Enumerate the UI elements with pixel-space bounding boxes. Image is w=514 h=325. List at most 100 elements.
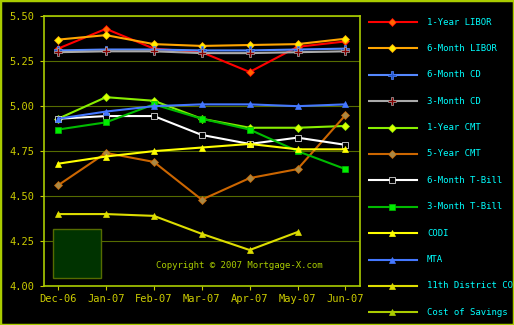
1-Year LIBOR [151, 47, 157, 51]
1-Year CMT [103, 95, 109, 99]
5-Year CMT [103, 151, 109, 155]
6-Month CD [55, 48, 61, 52]
6-Month CD [247, 48, 253, 52]
6-Month T-Bill [247, 142, 253, 146]
Line: 5-Year CMT: 5-Year CMT [56, 112, 348, 202]
11th District COFI [151, 214, 157, 218]
5-Year CMT [295, 167, 301, 171]
3-Month CD [198, 51, 205, 55]
6-Month CD [151, 47, 157, 51]
1-Year CMT [198, 117, 205, 121]
1-Year CMT [295, 126, 301, 130]
Line: MTA: MTA [54, 101, 349, 122]
CODI [295, 147, 301, 151]
Line: 6-Month CD: 6-Month CD [54, 45, 350, 55]
1-Year CMT [151, 99, 157, 103]
3-Month CD [295, 50, 301, 54]
11th District COFI [295, 230, 301, 234]
6-Month CD [342, 47, 348, 51]
1-Year LIBOR [103, 27, 109, 31]
11th District COFI [198, 232, 205, 236]
Text: Cost of Savings Index: Cost of Savings Index [427, 308, 514, 317]
MTA [342, 102, 348, 106]
Text: 3-Month T-Bill: 3-Month T-Bill [427, 202, 502, 211]
Text: 1-Year CMT: 1-Year CMT [427, 123, 481, 132]
Text: 5-Year CMT: 5-Year CMT [427, 150, 481, 159]
3-Month T-Bill [55, 128, 61, 132]
CODI [247, 142, 253, 146]
CODI [103, 155, 109, 159]
CODI [198, 146, 205, 150]
3-Month CD [342, 49, 348, 53]
Line: 6-Month T-Bill: 6-Month T-Bill [56, 113, 348, 148]
1-Year CMT [55, 117, 61, 121]
MTA [103, 110, 109, 113]
1-Year CMT [342, 124, 348, 128]
3-Month T-Bill [342, 167, 348, 171]
3-Month T-Bill [103, 120, 109, 124]
6-Month T-Bill [55, 117, 61, 121]
Text: 6-Month T-Bill: 6-Month T-Bill [427, 176, 502, 185]
5-Year CMT [151, 160, 157, 164]
Text: Copyright © 2007 Mortgage-X.com: Copyright © 2007 Mortgage-X.com [156, 261, 323, 270]
6-Month CD [295, 47, 301, 51]
Line: 6-Month LIBOR: 6-Month LIBOR [56, 32, 348, 49]
1-Year LIBOR [295, 45, 301, 49]
3-Month T-Bill [295, 149, 301, 153]
6-Month LIBOR [247, 43, 253, 47]
3-Month CD [247, 51, 253, 55]
1-Year LIBOR [247, 70, 253, 74]
CODI [55, 162, 61, 166]
6-Month T-Bill [151, 114, 157, 118]
6-Month T-Bill [295, 136, 301, 139]
11th District COFI [55, 212, 61, 216]
MTA [55, 117, 61, 121]
MTA [198, 102, 205, 106]
6-Month LIBOR [55, 38, 61, 42]
3-Month T-Bill [151, 102, 157, 106]
6-Month T-Bill [198, 133, 205, 137]
6-Month LIBOR [103, 33, 109, 37]
Line: CODI: CODI [54, 140, 349, 167]
6-Month CD [103, 47, 109, 51]
Line: 1-Year CMT: 1-Year CMT [56, 94, 348, 131]
6-Month T-Bill [342, 143, 348, 147]
1-Year CMT [247, 126, 253, 130]
6-Month LIBOR [295, 42, 301, 46]
Text: 6-Month LIBOR: 6-Month LIBOR [427, 44, 497, 53]
1-Year LIBOR [198, 50, 205, 54]
5-Year CMT [342, 113, 348, 117]
CODI [342, 147, 348, 151]
Text: 11th District COFI: 11th District COFI [427, 281, 514, 290]
6-Month LIBOR [198, 44, 205, 48]
3-Month T-Bill [247, 128, 253, 132]
1-Year LIBOR [342, 39, 348, 43]
1-Year LIBOR [55, 47, 61, 51]
Text: 1-Year LIBOR: 1-Year LIBOR [427, 18, 491, 27]
FancyBboxPatch shape [53, 229, 101, 278]
5-Year CMT [198, 198, 205, 202]
MTA [151, 104, 157, 108]
Text: CODI: CODI [427, 228, 448, 238]
3-Month CD [55, 50, 61, 54]
Line: 3-Month T-Bill: 3-Month T-Bill [56, 102, 348, 172]
6-Month LIBOR [151, 42, 157, 46]
5-Year CMT [55, 183, 61, 187]
MTA [295, 104, 301, 108]
6-Month LIBOR [342, 37, 348, 41]
Text: MTA: MTA [427, 255, 443, 264]
CODI [151, 149, 157, 153]
3-Month CD [151, 49, 157, 53]
11th District COFI [247, 248, 253, 252]
3-Month CD [103, 49, 109, 53]
Line: 1-Year LIBOR: 1-Year LIBOR [56, 26, 348, 75]
5-Year CMT [247, 176, 253, 180]
Text: 6-Month CD: 6-Month CD [427, 70, 481, 79]
3-Month T-Bill [198, 117, 205, 121]
Line: 3-Month CD: 3-Month CD [54, 47, 350, 57]
6-Month CD [198, 48, 205, 52]
MTA [247, 102, 253, 106]
11th District COFI [103, 212, 109, 216]
6-Month T-Bill [103, 114, 109, 118]
Line: 11th District COFI: 11th District COFI [54, 211, 301, 254]
